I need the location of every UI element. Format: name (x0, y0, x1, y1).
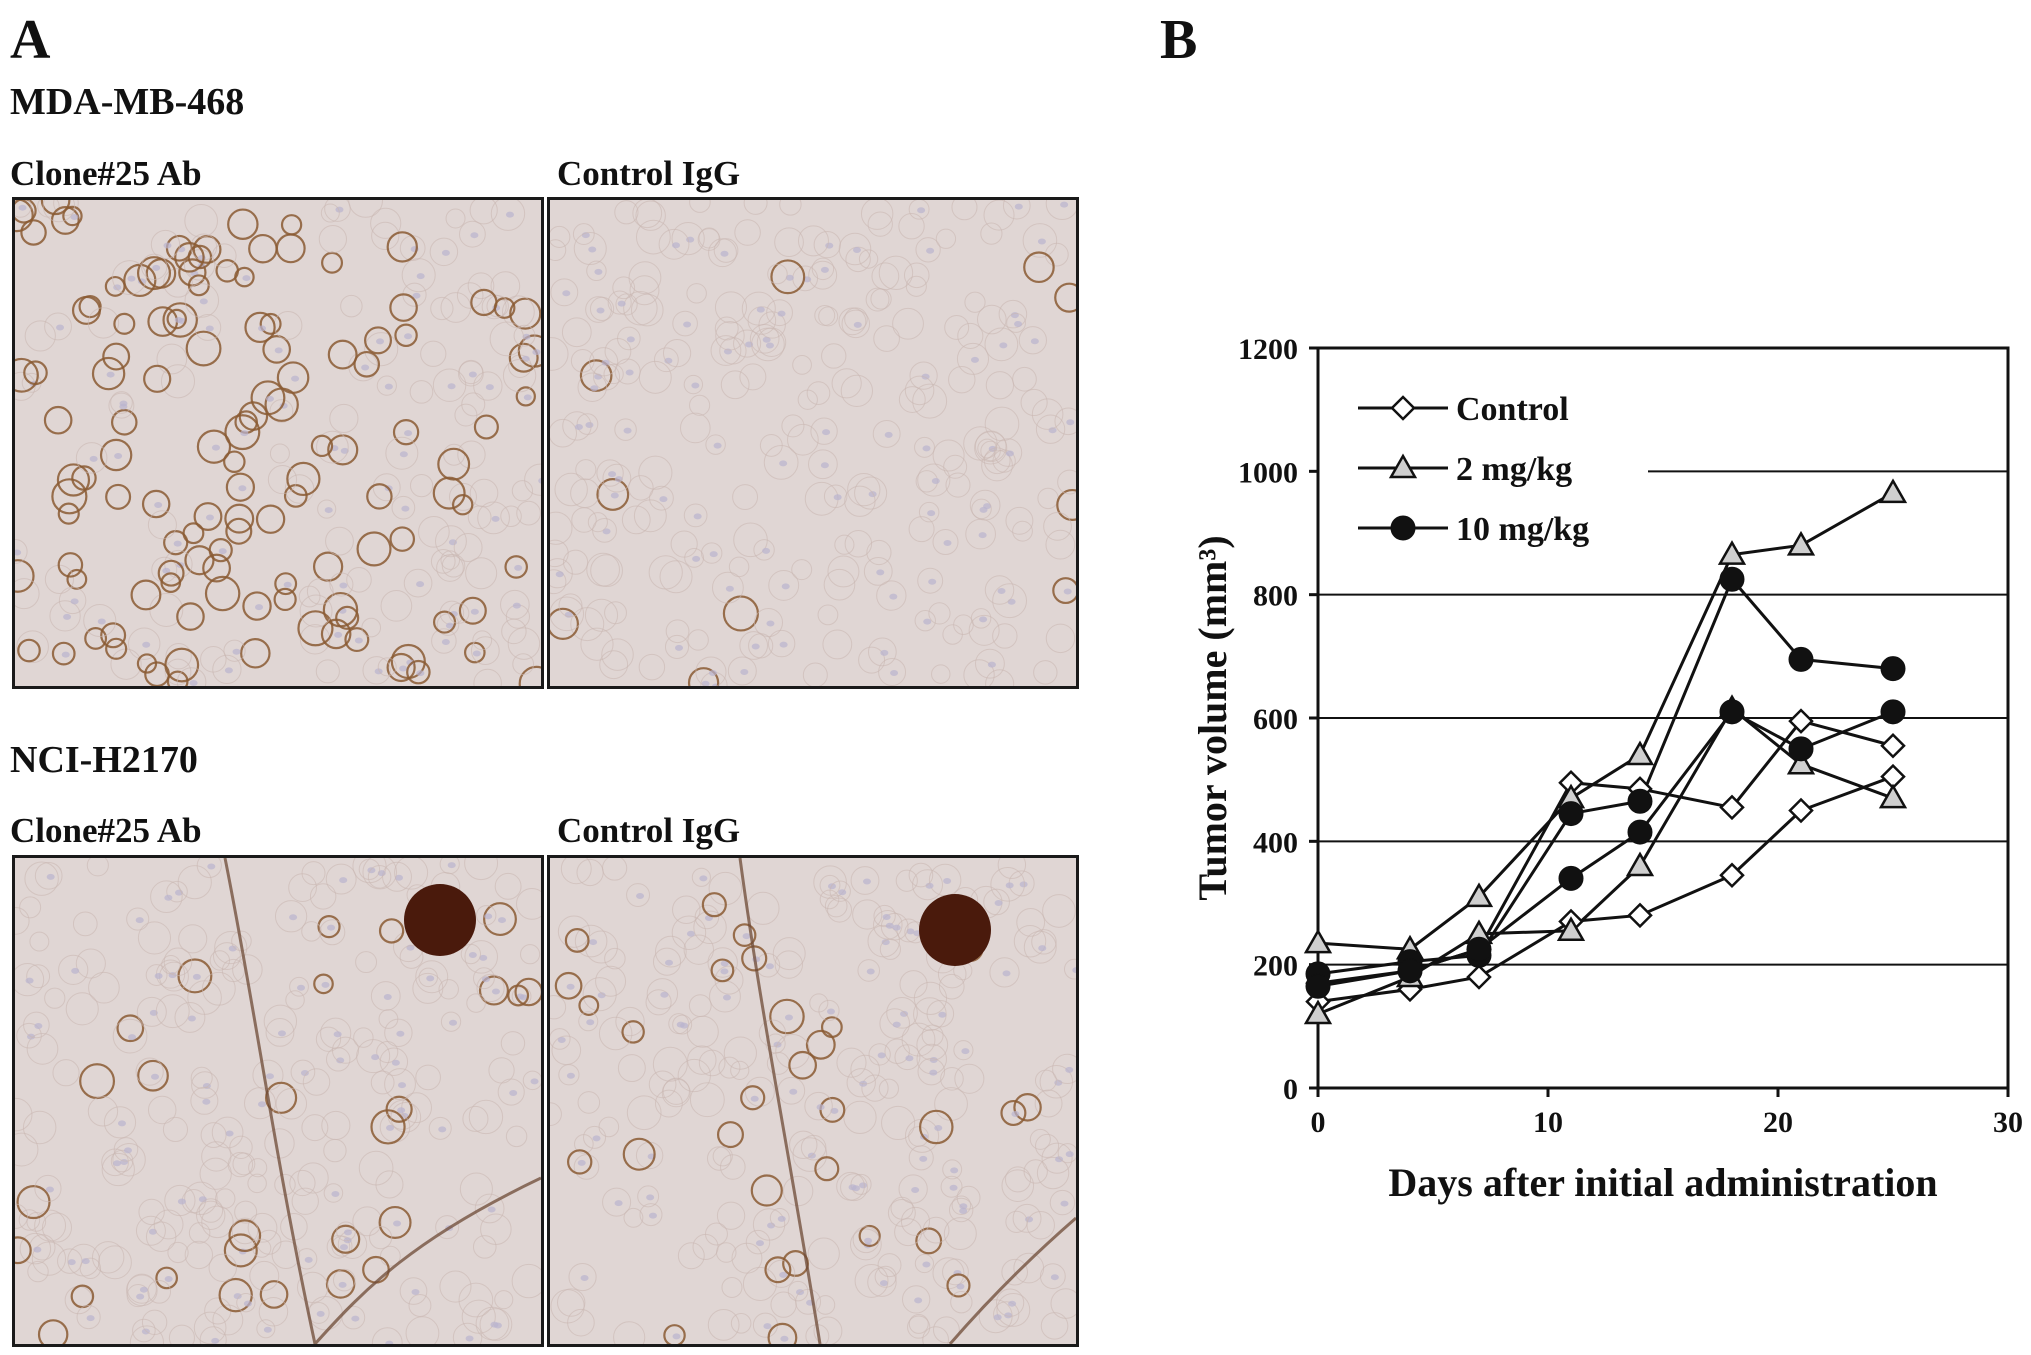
legend-marker (1390, 395, 1416, 421)
data-point (1880, 699, 1906, 725)
data-point (1627, 819, 1653, 845)
series-line (1317, 775, 1894, 1004)
data-point (1558, 865, 1584, 891)
data-point (1305, 973, 1331, 999)
y-tick-label: 0 (1283, 1073, 1298, 1106)
data-point (1788, 708, 1814, 734)
y-tick-label: 400 (1253, 826, 1298, 859)
data-point (1786, 530, 1816, 556)
legend-label: 2 mg/kg (1456, 451, 1572, 488)
data-point (1786, 749, 1816, 775)
data-point (1464, 882, 1494, 908)
y-axis-label: Tumor volume (mm³) (1190, 535, 1235, 900)
legend-label: Control (1456, 391, 1569, 428)
series-line (1317, 491, 1894, 951)
data-point (1558, 801, 1584, 827)
x-tick-label: 0 (1311, 1106, 1326, 1139)
data-point (1880, 732, 1906, 759)
x-tick-label: 10 (1533, 1106, 1563, 1139)
panel-b-letter: B (1160, 9, 1198, 71)
data-point (1625, 740, 1655, 766)
micrograph-mda-clone25 (12, 197, 544, 689)
data-point (1788, 736, 1814, 762)
x-tick-label: 20 (1763, 1106, 1793, 1139)
data-point (1717, 540, 1747, 565)
legend-marker (1390, 515, 1416, 541)
data-point (1556, 916, 1586, 941)
data-point (1788, 646, 1814, 672)
image-label-2-left: Clone#25 Ab (10, 811, 202, 850)
tumor-volume-chart: 0 200 400 600 800 1000 1200 0 10 20 30 Days after i… (1140, 320, 2030, 1220)
image-label-1-left: Clone#25 Ab (10, 154, 202, 193)
data-point (1303, 928, 1333, 954)
data-point (1627, 902, 1653, 929)
y-tick-label: 200 (1253, 950, 1298, 983)
data-point (1878, 478, 1908, 504)
panel-a-letter: A (10, 9, 51, 71)
image-label-1-right: Control IgG (557, 154, 741, 193)
data-point (1627, 788, 1653, 814)
data-point (1719, 794, 1745, 821)
data-point (1303, 999, 1333, 1025)
data-point (1466, 964, 1492, 990)
cell-line-label-2: NCI-H2170 (10, 739, 198, 781)
data-point (1788, 797, 1814, 824)
micrograph-mda-control-igg (547, 197, 1079, 689)
legend-marker (1388, 453, 1418, 479)
legend: Control 2 mg/kg 10 mg/kg (1358, 391, 1589, 548)
data-point (1878, 783, 1908, 809)
legend-label: 10 mg/kg (1456, 511, 1589, 548)
micrograph-h2170-control-igg (547, 855, 1079, 1347)
data-point (1719, 699, 1745, 725)
data-point (1719, 862, 1745, 889)
x-tick-label: 30 (1993, 1106, 2023, 1139)
data-point (1719, 566, 1745, 592)
data-point (1880, 656, 1906, 682)
data-point (1397, 958, 1423, 984)
y-tick-label: 1000 (1238, 456, 1298, 489)
x-axis-label: Days after initial administration (1388, 1160, 1937, 1205)
data-point (1625, 851, 1655, 877)
y-tick-label: 800 (1253, 580, 1298, 613)
micrograph-h2170-clone25 (12, 855, 544, 1347)
y-tick-label: 1200 (1238, 333, 1298, 366)
y-tick-label: 600 (1253, 703, 1298, 736)
data-point (1466, 936, 1492, 962)
cell-line-label-1: MDA-MB-468 (10, 81, 245, 123)
image-label-2-right: Control IgG (557, 811, 741, 850)
